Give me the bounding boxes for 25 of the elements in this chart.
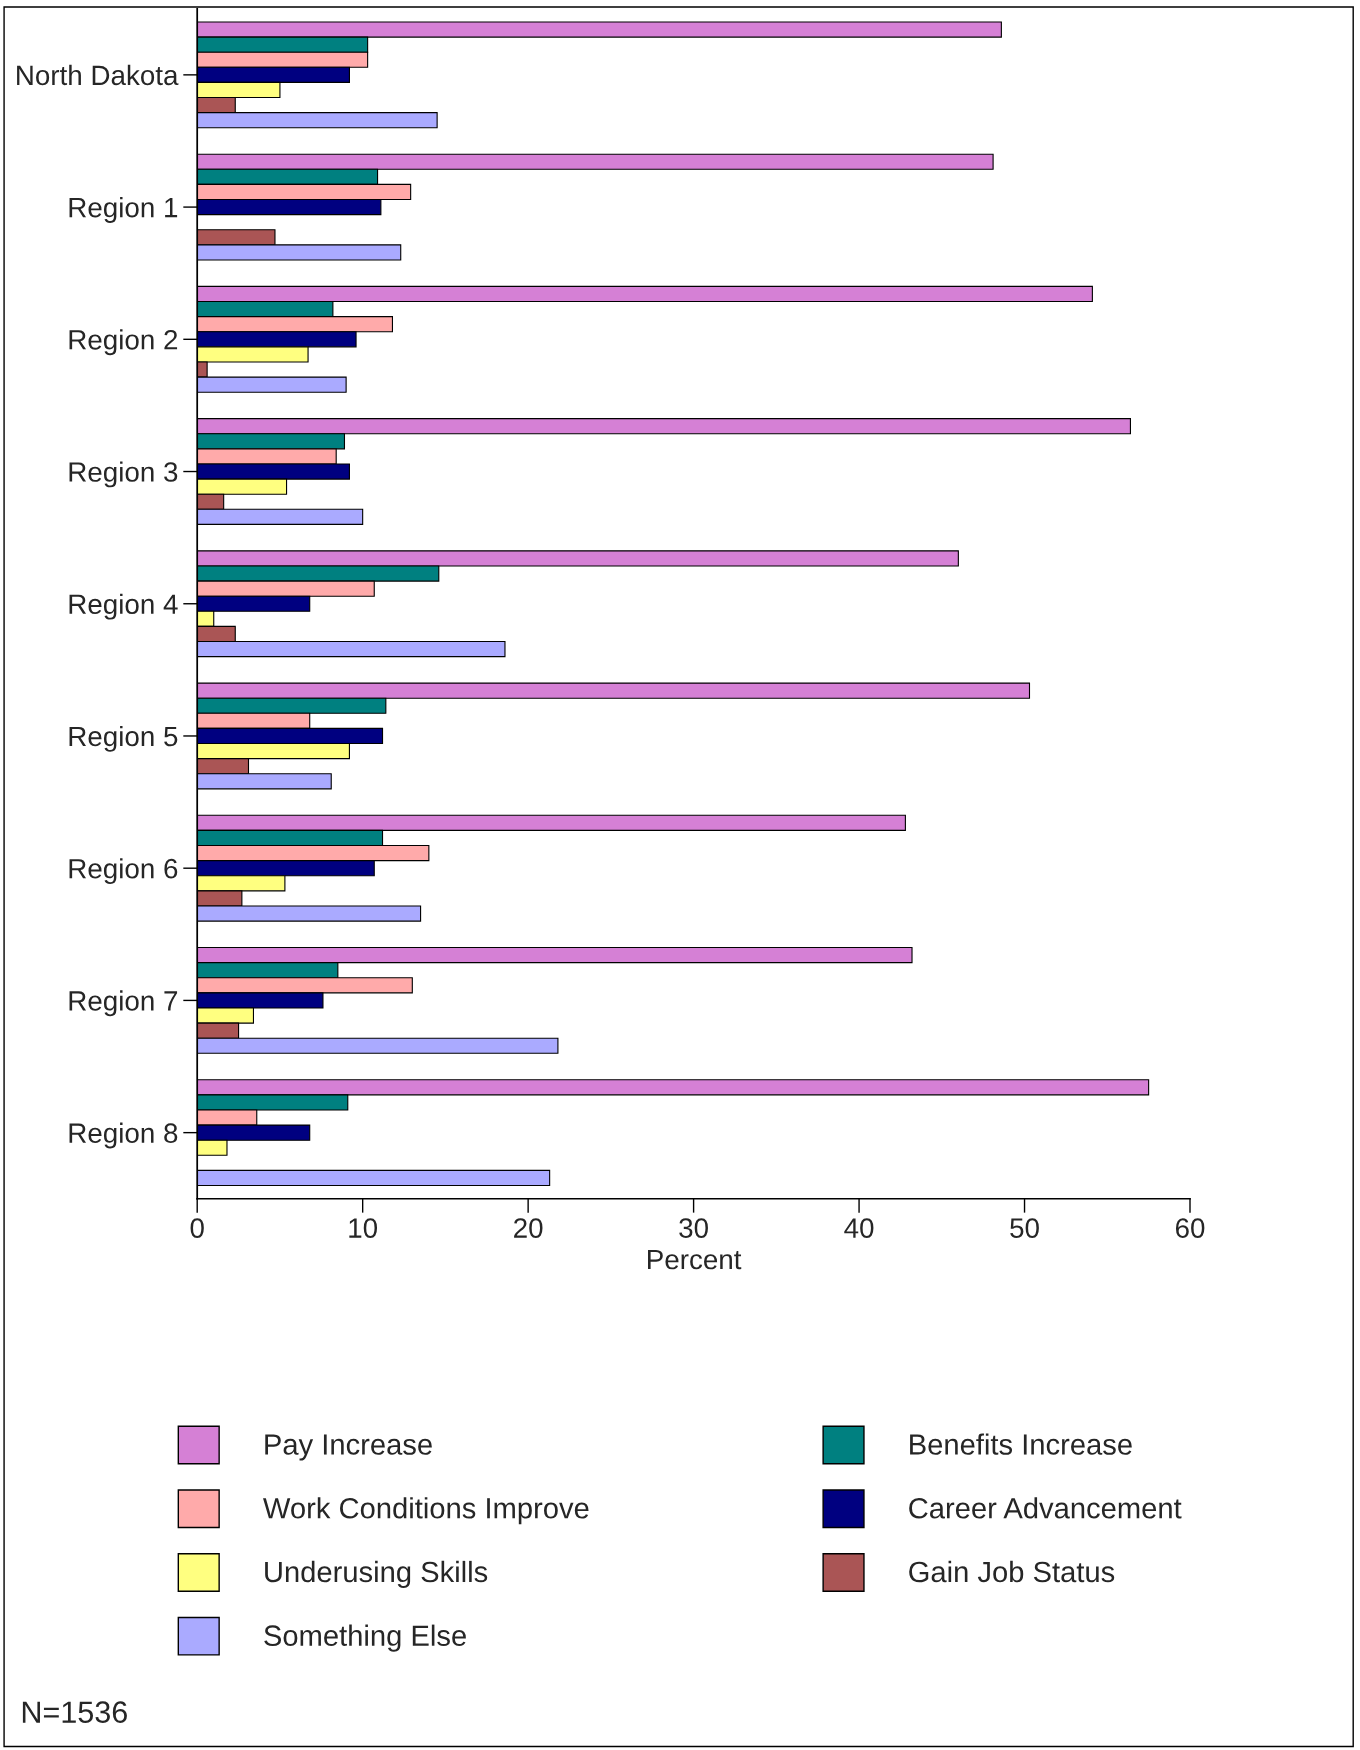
y-tick-label: Region 8: [69, 1122, 178, 1149]
legend-label: Something Else: [264, 1624, 466, 1652]
x-tick-label: 50: [1010, 1218, 1039, 1238]
x-tick-label: 30: [679, 1218, 708, 1238]
y-tick-label: Region 6: [69, 858, 178, 885]
y-tick-label: Region 7: [69, 990, 178, 1017]
x-tick-label: 10: [349, 1218, 378, 1238]
x-tick-label: 20: [514, 1218, 543, 1238]
y-tick-label: North Dakota: [17, 64, 179, 86]
text: N=1536: [22, 1701, 127, 1723]
y-tick-label: Region 4: [69, 593, 178, 620]
y-tick-label: Region 3: [69, 461, 178, 488]
legend-label: Underusing Skills: [265, 1560, 488, 1589]
x-tick-label: 60: [1175, 1218, 1205, 1238]
legend-label: Pay Increase: [265, 1434, 432, 1461]
y-tick-label: Region 1: [69, 197, 178, 223]
x-axis-title: Percent: [648, 1249, 742, 1270]
y-tick-label: Region 5: [69, 725, 178, 752]
legend-label: Gain Job Status: [909, 1560, 1115, 1583]
legend-label: Benefits Increase: [910, 1433, 1132, 1455]
legend-label: Work Conditions Improve: [263, 1497, 589, 1525]
x-tick-label: 40: [844, 1218, 874, 1238]
y-tick-label: Region 2: [69, 329, 178, 356]
x-tick-label: 0: [190, 1218, 204, 1238]
legend-label: Career Advancement: [909, 1497, 1182, 1519]
